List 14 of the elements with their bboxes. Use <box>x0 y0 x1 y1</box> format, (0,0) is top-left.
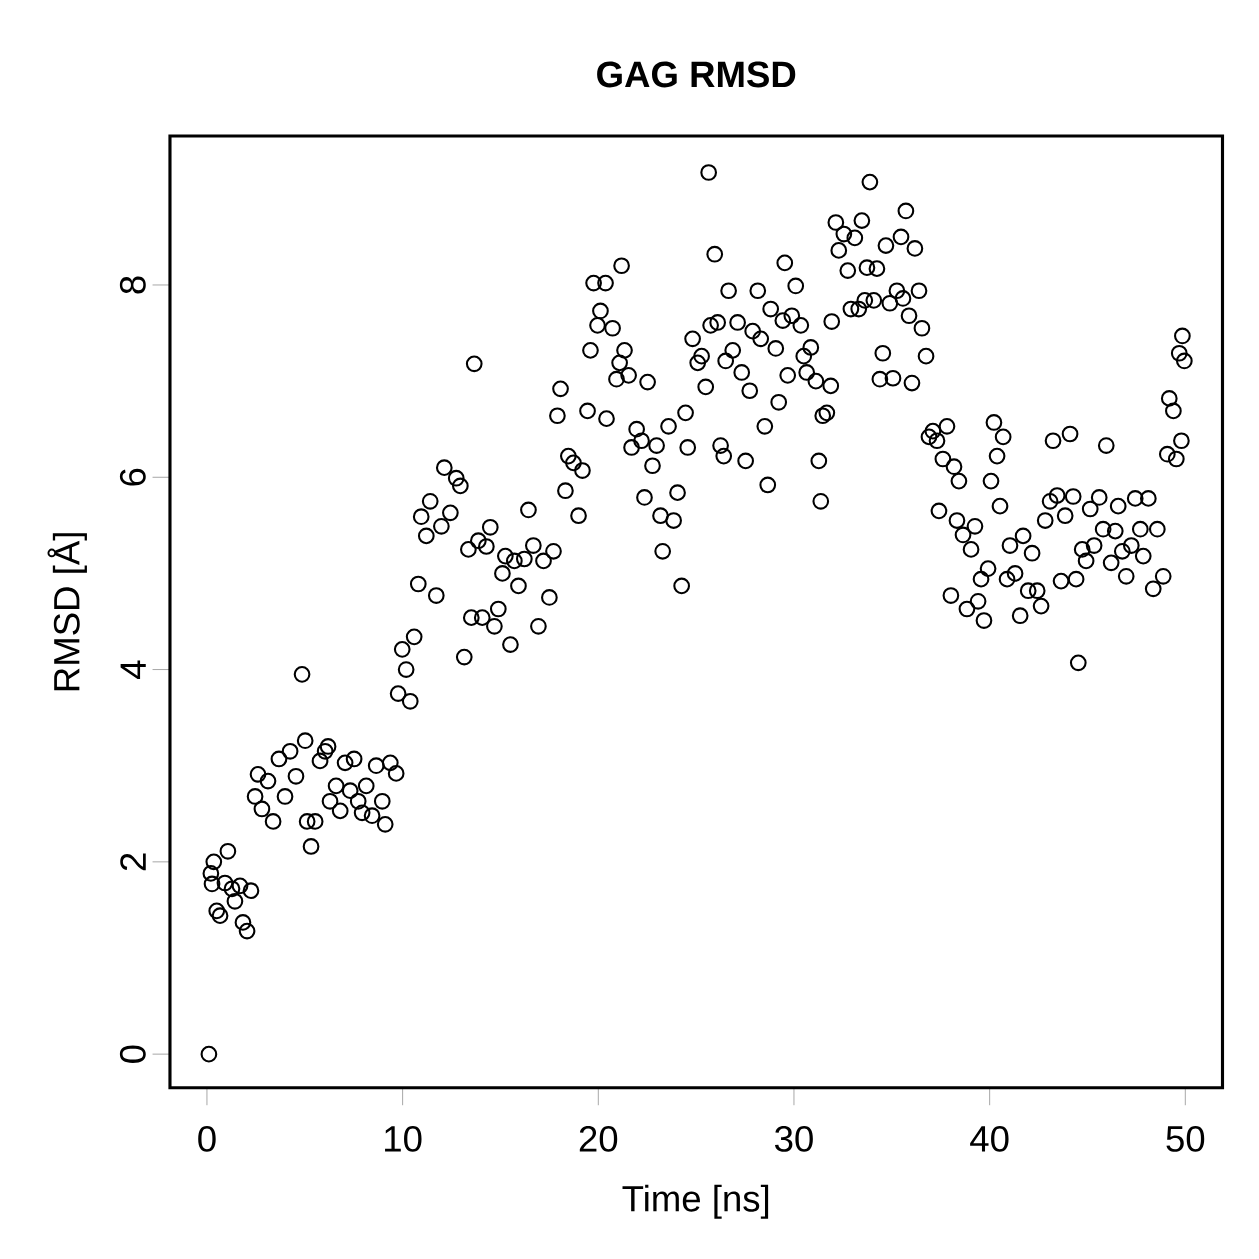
x-tick-label: 30 <box>774 1125 813 1152</box>
x-tick-label: 10 <box>385 1125 422 1152</box>
x-tick-label: 0 <box>198 1125 216 1152</box>
y-tick-label: 6 <box>119 468 146 486</box>
chart-title: GAG RMSD <box>597 61 796 88</box>
y-tick-label: 2 <box>120 853 146 871</box>
x-tick-label: 50 <box>1166 1125 1205 1152</box>
y-tick-label: 4 <box>120 660 146 679</box>
x-tick-label: 20 <box>579 1125 618 1152</box>
x-axis-title: Time [ns] <box>622 1184 769 1219</box>
x-tick-label: 40 <box>970 1125 1009 1152</box>
y-tick-label: 8 <box>119 276 146 294</box>
y-axis-title: RMSD [Å] <box>47 533 87 691</box>
y-tick-label: 0 <box>119 1045 146 1063</box>
